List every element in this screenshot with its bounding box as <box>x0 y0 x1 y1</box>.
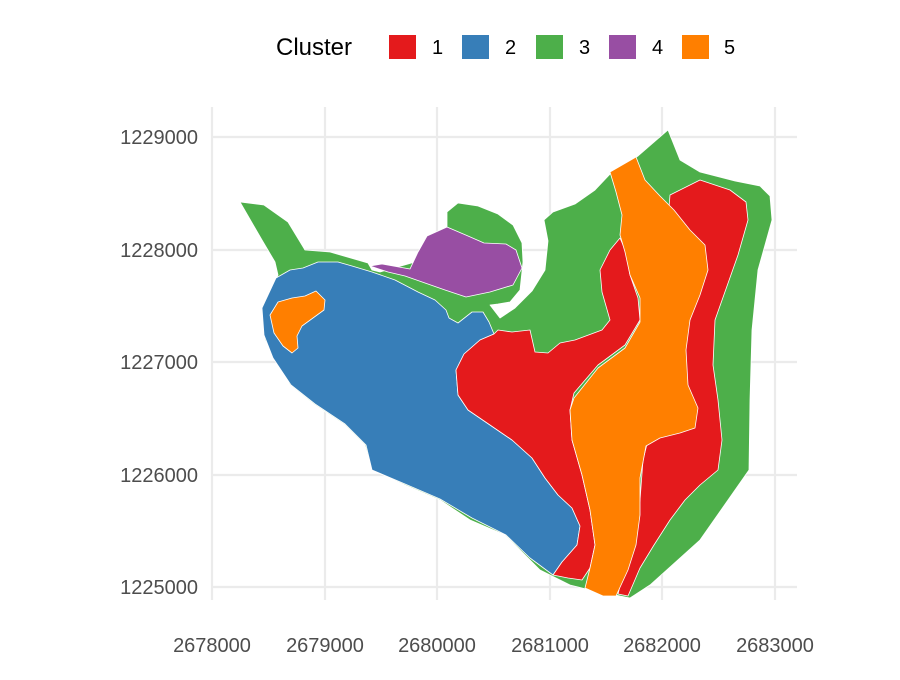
legend-swatch-3 <box>536 35 563 59</box>
legend-label-5: 5 <box>724 37 735 59</box>
y-tick-label: 1225000 <box>120 577 198 599</box>
legend-swatch-1 <box>389 35 416 59</box>
region-cluster-4 <box>369 226 523 298</box>
legend-title: Cluster <box>276 34 352 61</box>
y-axis-labels: 1225000 1226000 1227000 1228000 1229000 <box>120 127 198 599</box>
legend: Cluster 1 2 3 4 5 <box>276 34 735 61</box>
region-cluster-5-west <box>269 290 326 354</box>
legend-label-2: 2 <box>505 37 516 59</box>
y-tick-label: 1229000 <box>120 127 198 149</box>
region-cluster-5 <box>569 156 709 597</box>
x-tick-label: 2681000 <box>511 635 589 657</box>
x-axis-labels: 2678000 2679000 2680000 2681000 2682000 … <box>173 635 814 657</box>
legend-label-3: 3 <box>579 37 590 59</box>
y-tick-label: 1226000 <box>120 465 198 487</box>
legend-swatch-2 <box>462 35 489 59</box>
legend-label-4: 4 <box>652 37 663 59</box>
legend-swatch-4 <box>609 35 636 59</box>
x-tick-label: 2679000 <box>286 635 364 657</box>
x-tick-label: 2682000 <box>623 635 701 657</box>
legend-swatch-5 <box>682 35 709 59</box>
map-regions <box>239 129 773 599</box>
x-tick-label: 2678000 <box>173 635 251 657</box>
x-tick-label: 2683000 <box>736 635 814 657</box>
y-tick-label: 1228000 <box>120 240 198 262</box>
x-tick-label: 2680000 <box>398 635 476 657</box>
legend-label-1: 1 <box>432 37 443 59</box>
y-tick-label: 1227000 <box>120 352 198 374</box>
